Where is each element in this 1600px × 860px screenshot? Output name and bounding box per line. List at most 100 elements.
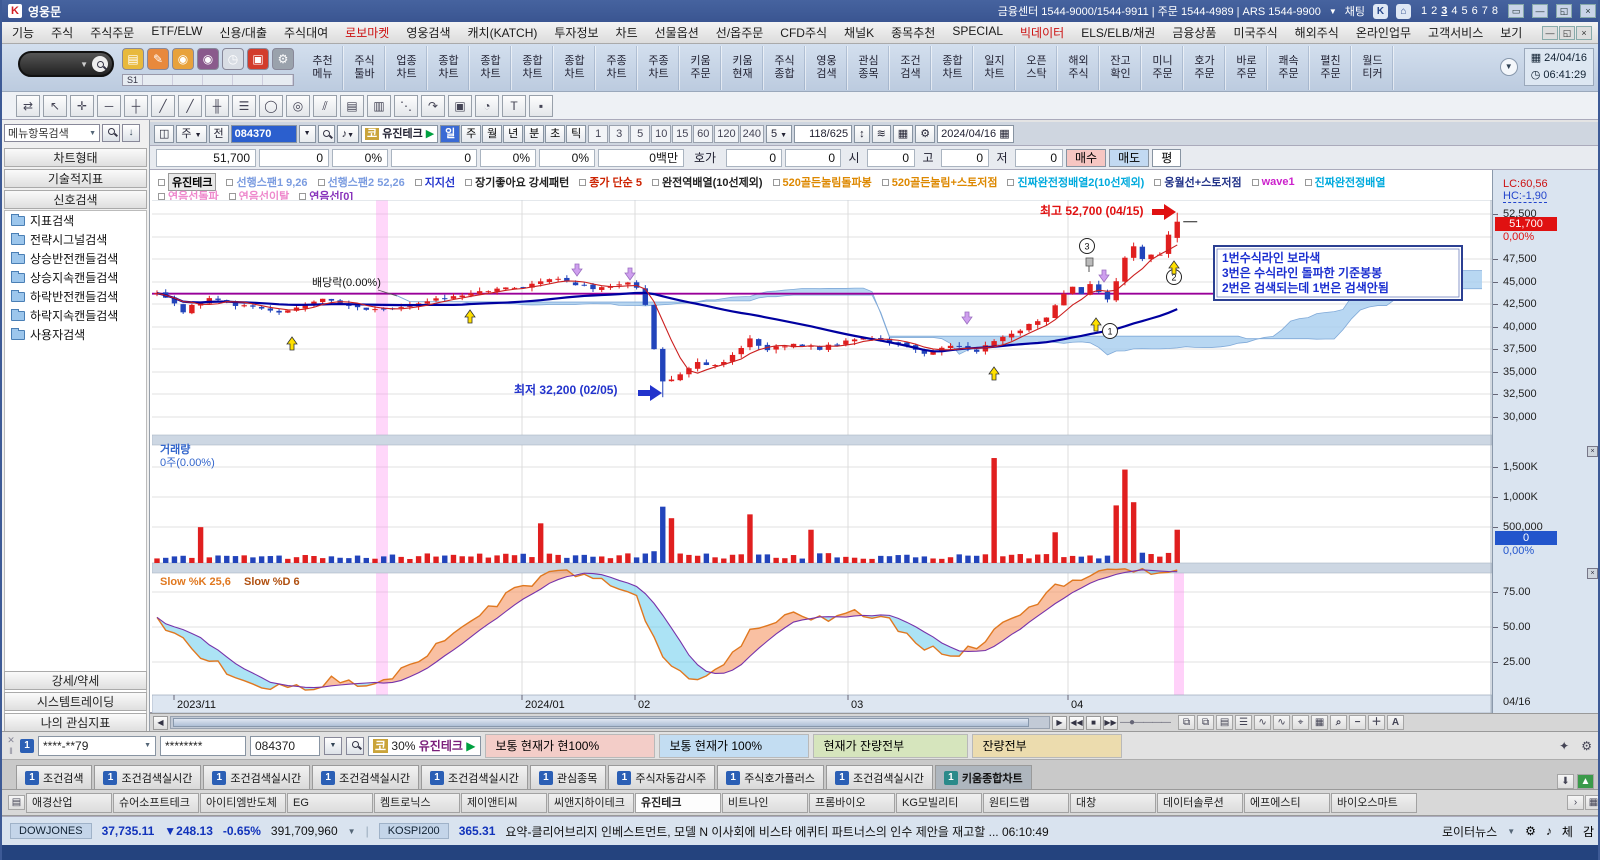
screen-tab-조건검색실시간[interactable]: 1 조건검색실시간 bbox=[203, 765, 311, 789]
brush-icon[interactable]: ✎ bbox=[147, 48, 169, 70]
timeframe-틱[interactable]: 틱 bbox=[566, 124, 587, 143]
menu-item[interactable]: 보기 bbox=[1500, 26, 1523, 40]
period-combobox[interactable]: 주 ▼ bbox=[176, 124, 207, 143]
clipboard-icon[interactable]: ▤ bbox=[8, 795, 25, 810]
sidebar-item-지표검색[interactable]: 지표검색 bbox=[5, 211, 146, 230]
menu-item[interactable]: 주식 bbox=[51, 26, 74, 40]
toolbar-button-바로주문[interactable]: 바로 주문 bbox=[1226, 46, 1268, 90]
draw-tool-icon-10[interactable]: ◎ bbox=[286, 94, 310, 117]
quick-search-input[interactable]: ▼ bbox=[18, 51, 114, 77]
toolbar-button-종합차트[interactable]: 종합 차트 bbox=[512, 46, 554, 90]
draw-tool-icon-3[interactable]: ─ bbox=[97, 94, 121, 117]
indicator-checkbox[interactable] bbox=[772, 178, 780, 186]
toolbar-button-종합차트[interactable]: 종합 차트 bbox=[554, 46, 596, 90]
toolbar-button-주식툴바[interactable]: 주식 툴바 bbox=[344, 46, 386, 90]
chart-region[interactable]: 유진테크 선행스팬1 9,26 선행스팬2 52,26 지지선 장기좋아요 강세패턴 종가… bbox=[150, 170, 1492, 713]
draw-tool-icon-13[interactable]: ▥ bbox=[367, 94, 391, 117]
price-axis[interactable]: LC:60,56 HC:-1,90 51,700 0,00% × 0 0,00%… bbox=[1492, 170, 1598, 713]
index1-label[interactable]: DOWJONES bbox=[10, 823, 92, 839]
indicator-checkbox[interactable] bbox=[465, 178, 473, 186]
screen-tab-조건검색실시간[interactable]: 1 조건검색실시간 bbox=[826, 765, 933, 789]
toolbar-button-월드티커[interactable]: 월드 티커 bbox=[1352, 46, 1394, 90]
scroll-tool-icon-3[interactable]: ☰ bbox=[1235, 715, 1253, 730]
link-badge[interactable]: 1 bbox=[20, 738, 34, 753]
status-gear-icon[interactable]: ⚙ bbox=[1525, 824, 1536, 838]
stock-tab-EG[interactable]: EG bbox=[287, 792, 373, 813]
timeframe-년[interactable]: 년 bbox=[503, 124, 524, 143]
indicator-선행스팬2 52,26[interactable]: 선행스팬2 52,26 bbox=[317, 174, 405, 190]
toolbar-button-영웅검색[interactable]: 영웅 검색 bbox=[806, 46, 848, 90]
toolbar-button-쾌속주문[interactable]: 쾌속 주문 bbox=[1268, 46, 1310, 90]
indicator-checkbox[interactable] bbox=[158, 178, 165, 186]
stock-code-input[interactable]: 084370 bbox=[230, 124, 297, 143]
draw-tool-icon-17[interactable]: ◔ bbox=[475, 94, 499, 117]
kakao-icon[interactable]: K bbox=[1373, 3, 1388, 19]
volume-pane-close-icon[interactable]: × bbox=[1587, 446, 1598, 457]
indicator-checkbox[interactable] bbox=[1304, 178, 1312, 186]
scroll-tool-icon-2[interactable]: ▤ bbox=[1216, 715, 1234, 730]
toolbar-button-잔고확인[interactable]: 잔고 확인 bbox=[1100, 46, 1142, 90]
stoch-pane-close-icon[interactable]: × bbox=[1587, 568, 1598, 579]
indicator-선행스팬1 9,26[interactable]: 선행스팬1 9,26 bbox=[226, 174, 308, 190]
order-gear-icon[interactable]: ⚙ bbox=[1581, 738, 1592, 753]
stock-tab-씨앤지하이테크[interactable]: 씨앤지하이테크 bbox=[548, 792, 634, 813]
screen-tab-조건검색[interactable]: 1 조건검색 bbox=[16, 765, 93, 789]
draw-tool-icon-5[interactable]: ╱ bbox=[151, 94, 175, 117]
step-back-icon[interactable]: ◀◀ bbox=[1069, 715, 1084, 730]
indicator-종가 단순 5[interactable]: 종가 단순 5 bbox=[579, 174, 642, 190]
scroll-tool-icon-1[interactable]: ⧉ bbox=[1197, 715, 1215, 730]
screen-tab-조건검색실시간[interactable]: 1 조건검색실시간 bbox=[94, 765, 202, 789]
status-gam-button[interactable]: 감 bbox=[1582, 824, 1594, 839]
timeframe-초[interactable]: 초 bbox=[545, 124, 566, 143]
draw-tool-icon-12[interactable]: ▤ bbox=[340, 94, 364, 117]
menu-item[interactable]: ETF/ELW bbox=[151, 24, 203, 38]
sidebar-item-상승반전캔들검색[interactable]: 상승반전캔들검색 bbox=[5, 249, 146, 268]
status-sound-icon[interactable]: ♪ bbox=[1545, 824, 1552, 838]
indicator-checkbox[interactable] bbox=[226, 178, 234, 186]
indicator-520골든눌림돌파봉[interactable]: 520골든눌림돌파봉 bbox=[772, 174, 872, 190]
toolbar-button-일지차트[interactable]: 일지 차트 bbox=[974, 46, 1016, 90]
menu-item[interactable]: 종목추천 bbox=[891, 26, 936, 40]
zoom-A-icon[interactable]: A bbox=[1387, 715, 1405, 730]
password-field[interactable]: ******** bbox=[160, 735, 246, 756]
stock-tab-비트나인[interactable]: 비트나인 bbox=[722, 792, 808, 813]
minute-5[interactable]: 5 bbox=[630, 124, 651, 143]
sidebar-item-전략시그널검색[interactable]: 전략시그널검색 bbox=[5, 230, 146, 249]
minute-15[interactable]: 15 bbox=[672, 124, 693, 143]
draw-tool-icon-6[interactable]: ╱ bbox=[178, 94, 202, 117]
menu-item[interactable]: ELS/ELB/채권 bbox=[1081, 26, 1156, 40]
menu-item[interactable]: 채널K bbox=[844, 26, 875, 40]
avg-button[interactable]: 평 bbox=[1152, 148, 1182, 167]
draw-tool-icon-18[interactable]: T bbox=[502, 94, 526, 117]
toolbar-button-주종차트[interactable]: 주종 차트 bbox=[596, 46, 638, 90]
stock-tab-KG모빌리티[interactable]: KG모빌리티 bbox=[896, 792, 982, 813]
workspace-6[interactable]: 6 bbox=[1471, 5, 1478, 17]
indicator-checkbox[interactable] bbox=[414, 178, 422, 186]
minute-3[interactable]: 3 bbox=[609, 124, 630, 143]
step-fwd-icon[interactable]: ▶▶ bbox=[1103, 715, 1118, 730]
order-preset[interactable]: 보통 현재가 100% bbox=[658, 733, 809, 758]
mdi-restore-button[interactable]: ◱ bbox=[1559, 25, 1575, 40]
speaker-icon[interactable]: ♪▼ bbox=[336, 124, 360, 143]
tick-combobox[interactable]: 5 ▼ bbox=[765, 124, 793, 143]
play-icon[interactable]: ▶ bbox=[1052, 715, 1067, 730]
workspace-1[interactable]: 1 bbox=[1421, 5, 1428, 17]
toolbar-button-호가주문[interactable]: 호가 주문 bbox=[1184, 46, 1226, 90]
draw-tool-icon-9[interactable]: ◯ bbox=[259, 94, 283, 117]
minute-120[interactable]: 120 bbox=[714, 124, 739, 143]
stock-tab-원티드랩[interactable]: 원티드랩 bbox=[983, 792, 1069, 813]
chart-scrollbar[interactable] bbox=[170, 716, 1050, 729]
sidebar-item-사용자검색[interactable]: 사용자검색 bbox=[5, 325, 146, 344]
order-preset[interactable]: 보통 현재가 현100% bbox=[484, 733, 655, 758]
zoom-slider[interactable]: —●———— bbox=[1120, 717, 1171, 728]
indicator-완전역배열(10선제외)[interactable]: 완전역배열(10선제외) bbox=[651, 174, 763, 190]
menu-item[interactable]: 금융상품 bbox=[1172, 26, 1217, 40]
workspace-2[interactable]: 2 bbox=[1431, 5, 1438, 17]
stock-name-field[interactable]: 코 유진테크 ▶ bbox=[361, 124, 439, 143]
indicator-checkbox[interactable] bbox=[579, 178, 587, 186]
minimize-button[interactable]: — bbox=[1532, 4, 1548, 18]
screen-tab-주식호가플러스[interactable]: 1 주식호가플러스 bbox=[717, 765, 825, 789]
menu-item[interactable]: 주식대여 bbox=[283, 26, 329, 40]
menu-item[interactable]: 영웅검색 bbox=[406, 26, 451, 40]
collapse-toolbar-button[interactable]: ▼ bbox=[1499, 58, 1518, 76]
